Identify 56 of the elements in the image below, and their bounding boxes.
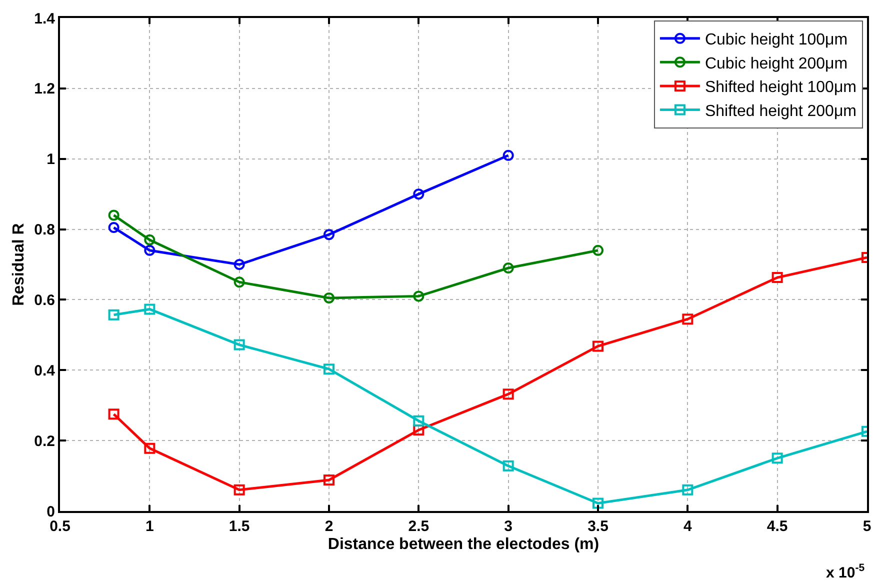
y-tick-label: 1.4 xyxy=(34,10,56,28)
point xyxy=(108,309,120,320)
point xyxy=(682,484,694,496)
point xyxy=(502,262,514,274)
point xyxy=(324,364,334,375)
y-tick-label: 0.8 xyxy=(34,222,55,239)
point xyxy=(772,272,783,284)
point xyxy=(108,408,120,420)
point xyxy=(108,210,120,221)
point xyxy=(324,292,334,304)
point xyxy=(324,474,334,486)
point xyxy=(144,244,156,256)
point xyxy=(234,276,245,288)
point xyxy=(502,388,514,400)
legend-label: Cubic height 100μm xyxy=(704,32,848,49)
x-axis-title: Distance between the electodes (m) xyxy=(328,536,600,554)
point xyxy=(682,314,694,325)
y-tick-label: 1.2 xyxy=(34,80,55,98)
x-tick-label: 2 xyxy=(324,518,334,535)
x-tick-label: 3 xyxy=(504,518,512,535)
point xyxy=(234,259,245,270)
legend-label: Shifted height 100μm xyxy=(704,79,857,96)
y-tick-label: 0.4 xyxy=(34,362,56,380)
legend-label: Cubic height 200μm xyxy=(704,55,848,72)
point xyxy=(502,150,514,161)
y-axis-title: Residual R xyxy=(10,222,28,306)
x-tick-label: 3.5 xyxy=(588,518,608,535)
y-tick-label: 1 xyxy=(46,151,55,168)
point xyxy=(502,460,514,472)
point xyxy=(413,290,424,302)
x-tick-label: 2.5 xyxy=(408,518,430,535)
x-tick-label: 0.5 xyxy=(50,518,70,535)
point xyxy=(234,339,245,350)
y-tick-label: 0.2 xyxy=(34,432,55,450)
legend-label: Shifted height 200μm xyxy=(704,103,857,120)
point xyxy=(413,188,424,200)
text: x 10$^{-5}$ xyxy=(826,562,865,581)
x-tick-label: 5 xyxy=(862,518,872,535)
point xyxy=(144,442,156,454)
point xyxy=(234,484,245,496)
y-tick-label: 0 xyxy=(46,503,55,520)
point xyxy=(108,222,120,234)
point xyxy=(592,244,604,256)
x-tick-label: 4 xyxy=(684,518,692,535)
point xyxy=(144,304,156,315)
point xyxy=(592,340,604,352)
x-tick-label: 1.5 xyxy=(228,518,250,535)
y-tick-label: 0.6 xyxy=(34,292,55,309)
x-tick-label: 1 xyxy=(146,518,154,535)
point xyxy=(144,234,156,246)
point xyxy=(592,498,604,509)
point xyxy=(413,424,424,436)
x-tick-label: 4.5 xyxy=(766,518,788,535)
point xyxy=(413,415,424,426)
point xyxy=(772,452,783,464)
point xyxy=(324,229,334,240)
